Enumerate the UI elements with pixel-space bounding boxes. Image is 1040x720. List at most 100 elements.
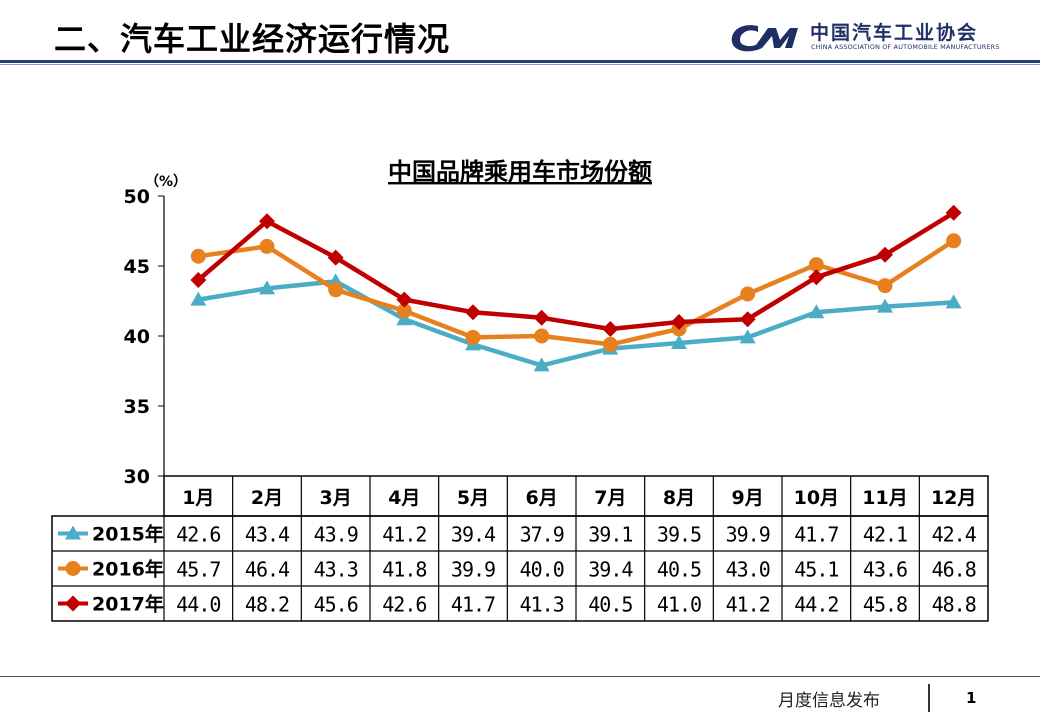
- series-layer: [190, 204, 962, 372]
- data-point-circle: [877, 278, 893, 294]
- data-label: 43.4: [245, 523, 290, 547]
- header-divider: [0, 60, 1040, 63]
- data-label: 39.9: [451, 558, 495, 582]
- data-label: 39.4: [451, 523, 496, 547]
- data-label: 48.2: [245, 593, 289, 617]
- data-label: 48.8: [932, 593, 976, 617]
- data-point-triangle: [671, 335, 687, 349]
- data-point-triangle: [190, 291, 207, 306]
- x-tick-label: 8月: [663, 487, 695, 509]
- data-label: 40.5: [657, 558, 701, 582]
- data-label: 44.0: [176, 593, 220, 617]
- data-label: 41.7: [794, 523, 838, 547]
- data-point-diamond: [533, 309, 550, 326]
- data-point-triangle: [65, 525, 81, 540]
- legend-label: 2017年: [92, 593, 164, 616]
- data-point-circle: [259, 238, 275, 254]
- logo-english-name: CHINA ASSOCIATION OF AUTOMOBILE MANUFACT…: [811, 43, 1000, 51]
- x-tick-label: 1月: [182, 487, 214, 509]
- series-2017年: [190, 204, 962, 337]
- data-point-triangle: [533, 357, 550, 372]
- data-point-circle: [808, 257, 824, 273]
- data-label: 41.0: [657, 593, 701, 617]
- data-label: 45.7: [176, 558, 220, 582]
- data-label: 39.5: [657, 523, 701, 547]
- y-tick-label: 30: [124, 466, 150, 488]
- cama-logo: 中国汽车工业协会 CHINA ASSOCIATION OF AUTOMOBILE…: [728, 18, 1028, 58]
- data-label: 39.1: [588, 523, 632, 547]
- x-tick-label: 7月: [594, 487, 626, 509]
- data-label: 41.2: [382, 523, 426, 547]
- data-label: 45.6: [314, 593, 358, 617]
- x-tick-label: 4月: [388, 487, 420, 509]
- data-point-diamond: [739, 311, 756, 328]
- series-line: [198, 238, 955, 347]
- data-point-diamond: [602, 321, 619, 337]
- data-point-circle: [190, 248, 206, 264]
- legend-label: 2016年: [92, 558, 164, 581]
- logo-chinese-name: 中国汽车工业协会: [810, 22, 979, 44]
- footer-separator: [928, 684, 930, 712]
- data-label: 43.6: [863, 558, 907, 582]
- data-label: 42.4: [932, 523, 977, 547]
- x-tick-label: 10月: [794, 487, 839, 509]
- data-label: 43.0: [726, 558, 770, 582]
- axis-layer: 30 35 40 45 50: [124, 186, 165, 488]
- data-point-diamond: [327, 249, 344, 266]
- data-point-circle: [328, 282, 344, 298]
- data-point-diamond: [65, 595, 81, 612]
- data-point-diamond: [945, 204, 962, 221]
- data-table: 1月 2月 3月 4月 5月 6月 7月 8月 9月 10月 11月 12月 2015年 42.6 43.4…: [51, 475, 989, 622]
- data-label: 39.9: [726, 523, 770, 547]
- slide-title: 二、汽车工业经济运行情况: [54, 20, 451, 58]
- chart-title: 中国品牌乘用车市场份额: [388, 158, 652, 186]
- y-tick-label: 45: [124, 256, 150, 278]
- data-point-circle: [602, 336, 618, 352]
- data-point-diamond: [808, 269, 825, 286]
- series-line: [196, 210, 955, 332]
- data-label: 41.7: [451, 593, 495, 617]
- data-point-circle: [396, 303, 412, 319]
- series-2016年: [190, 233, 962, 352]
- legend-label: 2015年: [92, 523, 164, 546]
- data-label: 42.6: [176, 523, 220, 547]
- data-label: 46.8: [932, 558, 976, 582]
- data-point-diamond: [190, 272, 207, 288]
- data-label: 40.5: [588, 593, 632, 617]
- x-tick-label: 3月: [320, 487, 352, 509]
- data-point-diamond: [465, 304, 481, 321]
- data-label: 39.4: [588, 558, 633, 582]
- footer-divider: [0, 676, 1040, 677]
- data-label: 42.1: [863, 523, 907, 547]
- x-tick-label: 5月: [457, 487, 489, 509]
- data-point-diamond: [396, 291, 413, 308]
- y-axis-unit: （%）: [145, 174, 187, 190]
- market-share-chart: 中国品牌乘用车市场份额 （%） 30 35 40 45 50 1月 2月 3月 4月 5月 6月 7…: [51, 158, 989, 622]
- data-point-triangle: [877, 298, 893, 313]
- x-tick-label: 2月: [251, 487, 283, 509]
- x-tick-label: 12月: [931, 487, 976, 509]
- data-label: 41.3: [520, 593, 564, 617]
- cama-logo-mark: [731, 25, 798, 52]
- x-tick-label: 11月: [862, 487, 907, 509]
- data-label: 41.2: [726, 593, 770, 617]
- x-tick-label: 6月: [526, 487, 558, 509]
- data-label: 43.3: [314, 558, 358, 582]
- data-label: 45.8: [863, 593, 907, 617]
- data-label: 45.1: [794, 558, 838, 582]
- data-point-triangle: [739, 329, 756, 344]
- y-tick-label: 50: [124, 186, 150, 208]
- y-tick-label: 40: [124, 326, 150, 348]
- data-label: 44.2: [794, 593, 838, 617]
- data-point-diamond: [877, 246, 893, 263]
- data-label: 41.8: [382, 558, 426, 582]
- data-point-diamond: [259, 213, 275, 230]
- page-number: 1: [966, 689, 977, 707]
- data-point-triangle: [259, 280, 275, 295]
- data-label: 43.9: [314, 523, 358, 547]
- data-label: 42.6: [382, 593, 426, 617]
- table-body-frame: [51, 515, 989, 622]
- data-point-circle: [740, 286, 756, 302]
- data-label: 40.0: [520, 558, 564, 582]
- data-point-triangle: [945, 294, 962, 309]
